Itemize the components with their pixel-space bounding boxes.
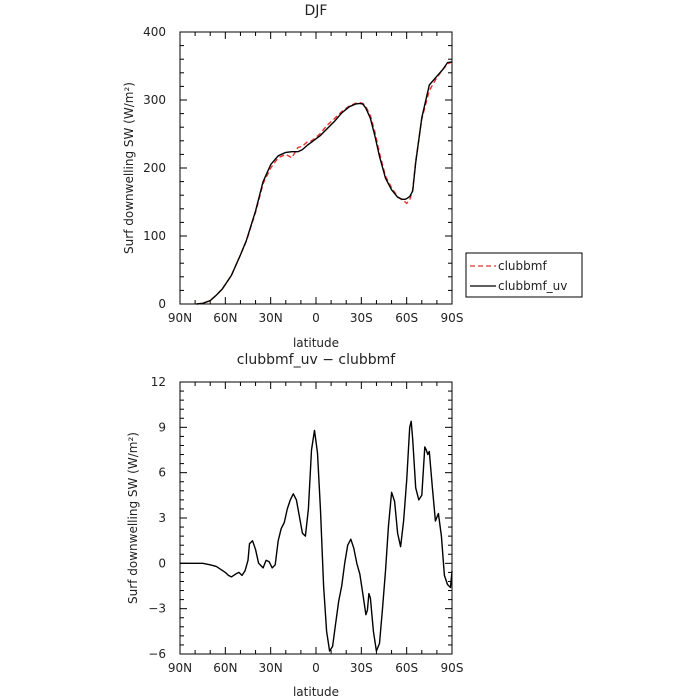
bottom-plot-x-tick-label: 30S <box>350 661 373 675</box>
top-plot-y-axis-label: Surf downwelling SW (W/m²) <box>122 82 136 254</box>
bottom-plot: clubbmf_uv − clubbmf latitude Surf downw… <box>126 352 463 699</box>
legend-label-clubbmf-uv: clubbmf_uv <box>498 279 567 293</box>
top-plot-axes <box>179 31 453 305</box>
top-plot-series <box>196 61 453 305</box>
bottom-plot-y-tick-label: 12 <box>151 375 166 389</box>
top-plot-x-tick-label: 60S <box>395 311 418 325</box>
top-plot-x-tick-label: 60N <box>213 311 237 325</box>
top-plot-y-tick-label: 400 <box>143 25 166 39</box>
bottom-plot-x-tick-label: 90S <box>441 661 464 675</box>
bottom-plot-y-tick-label: 6 <box>158 466 166 480</box>
top-plot-x-tick-label: 0 <box>312 311 320 325</box>
top-plot-y-tick-label: 200 <box>143 161 166 175</box>
top-plot-frame <box>179 31 453 305</box>
bottom-plot-x-tick-label: 60N <box>213 661 237 675</box>
bottom-plot-series <box>180 420 453 652</box>
top-plot-x-tick-label: 30S <box>350 311 373 325</box>
legend-box <box>465 252 583 298</box>
top-plot-y-tick-label: 300 <box>143 93 166 107</box>
bottom-plot-y-axis-label: Surf downwelling SW (W/m²) <box>126 432 140 604</box>
bottom-plot-x-axis-label: latitude <box>293 685 339 699</box>
top-plot-series-line-clubbmf-uv <box>196 61 453 305</box>
bottom-plot-series-line-difference <box>180 420 453 652</box>
top-plot-title: DJF <box>305 3 328 19</box>
bottom-plot-y-tick-label: 0 <box>158 556 166 570</box>
bottom-plot-x-tick-label: 30N <box>259 661 283 675</box>
top-plot-x-tick-label: 30N <box>259 311 283 325</box>
top-plot-x-axis-label: latitude <box>293 336 339 350</box>
bottom-plot-title: clubbmf_uv − clubbmf <box>237 352 396 368</box>
legend-label-clubbmf: clubbmf <box>498 259 547 273</box>
bottom-plot-tick-labels: 90N 60N 30N 0 30S 60S 90S −6 −3 0 3 6 9 12 <box>148 375 463 675</box>
bottom-plot-y-tick-label: −6 <box>148 647 166 661</box>
bottom-plot-y-tick-label: 9 <box>158 420 166 434</box>
bottom-plot-x-tick-label: 90N <box>168 661 192 675</box>
bottom-plot-y-tick-label: −3 <box>148 602 166 616</box>
bottom-plot-x-tick-label: 60S <box>395 661 418 675</box>
bottom-plot-y-tick-label: 3 <box>158 511 166 525</box>
top-plot-x-tick-label: 90N <box>168 311 192 325</box>
top-plot-y-tick-label: 100 <box>143 229 166 243</box>
bottom-plot-frame <box>179 381 453 655</box>
top-plot-tick-labels: 90N 60N 30N 0 30S 60S 90S 0 100 200 300 400 <box>143 25 463 325</box>
top-plot-y-tick-label: 0 <box>158 297 166 311</box>
bottom-plot-x-tick-label: 0 <box>312 661 320 675</box>
legend: clubbmf clubbmf_uv <box>465 252 583 298</box>
top-plot-x-tick-label: 90S <box>441 311 464 325</box>
top-plot: DJF latitude Surf downwelling SW (W/m²) … <box>122 3 583 350</box>
